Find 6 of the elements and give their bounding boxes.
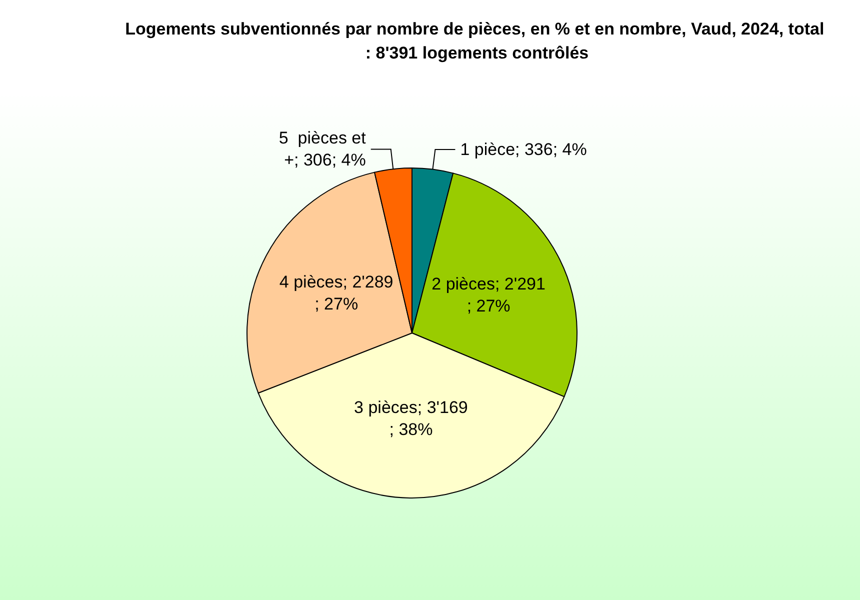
slice-label: 1 pièce; 336; 4% (460, 140, 587, 159)
slice-label: 2 pièces; 2'291; 27% (432, 274, 546, 316)
chart-title: Logements subventionnés par nombre de pièces, en % et en nombre, Vaud, 2024, total : 8'391 logements contrôlés (125, 20, 829, 62)
slice-label: 4 pièces; 2'289; 27% (279, 272, 394, 314)
slice-label: 3 pièces; 3'169; 38% (354, 398, 468, 439)
slice-label: 5 pièces et +; 306; 4% (278, 128, 366, 170)
